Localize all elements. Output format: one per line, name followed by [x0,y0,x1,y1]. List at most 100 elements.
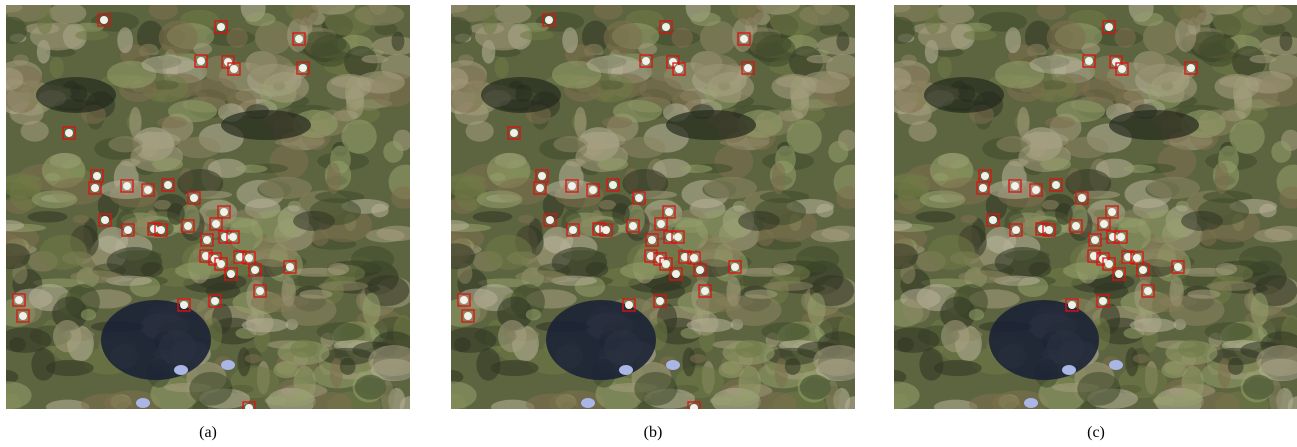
flower-head [674,233,682,241]
vegetation [327,163,341,195]
vegetation [941,320,970,352]
vegetation [807,55,833,63]
flower-head [568,182,576,190]
vegetation [293,211,335,231]
flower-head [1012,226,1020,234]
vegetation [341,119,376,153]
vegetation [1005,27,1021,53]
vegetation [963,30,997,40]
flower-head [979,184,987,192]
flower-head [227,270,235,278]
vegetation [28,211,68,222]
vegetation [562,250,607,260]
vegetation [1169,294,1224,326]
flower-head [1118,65,1126,73]
vegetation [916,211,956,222]
flower-head [91,184,99,192]
vegetation [773,263,794,275]
flower-head [744,64,752,72]
flower-head [510,129,518,137]
flower-head [662,23,670,31]
vegetation [235,165,267,173]
vegetation [1215,163,1229,195]
flower-head [157,226,165,234]
flower [1024,398,1038,408]
vegetation [226,27,247,48]
flower-head [1045,226,1053,234]
vegetation [1243,375,1274,400]
vegetation [785,358,801,375]
vegetation [495,57,509,78]
vegetation [690,354,707,363]
vegetation [1253,229,1292,243]
flower-head [1091,236,1099,244]
flower-head [672,270,680,278]
flower-head [15,296,23,304]
vegetation [1250,293,1268,326]
flower-head [696,266,704,274]
flower-head [1115,270,1123,278]
vegetation [1271,141,1291,163]
flower-head [1139,266,1147,274]
vegetation [1083,77,1126,102]
flower-head [212,220,220,228]
vegetation [269,144,308,179]
vegetation [485,235,532,270]
vegetation [837,31,850,51]
vegetation [53,320,82,352]
flower-head [538,172,546,180]
flower-head [190,194,198,202]
vegetation [938,57,952,78]
flower-head [589,186,597,194]
vegetation [1216,263,1237,275]
flower-head [701,287,709,295]
vegetation [562,27,578,53]
flower-head [197,57,205,65]
vegetation [328,263,349,275]
flower-head [989,216,997,224]
flower-head [635,194,643,202]
vegetation [1133,12,1163,26]
vegetation [961,215,977,224]
flower-head [123,182,131,190]
vegetation [919,348,943,381]
flower-head [1085,57,1093,65]
flower-head [675,65,683,73]
vegetation [520,30,554,40]
vegetation [245,12,275,26]
flower-head [1187,64,1195,72]
flower-head [602,226,610,234]
figure: (a) (b) (c) (() => { const data = JSON.p… [0,0,1297,447]
flower-head [184,222,192,230]
vegetation [1005,250,1050,260]
shadow [36,77,116,113]
vegetation [70,270,122,283]
flower [174,365,188,375]
flower-head [545,16,553,24]
vegetation [714,144,753,179]
flower-head [211,297,219,305]
flower-head [1144,287,1152,295]
flower-head [217,260,225,268]
flower-head [230,65,238,73]
flower-head [1052,181,1060,189]
vegetation [586,55,640,74]
vegetation [1147,177,1200,199]
vegetation [129,107,141,138]
vegetation [634,372,677,406]
flower [666,360,680,370]
vegetation [1081,43,1100,55]
vegetation [726,294,781,326]
vegetation [37,7,52,34]
vegetation [1017,107,1029,138]
vegetation [40,235,87,270]
vegetation [327,74,372,100]
flower-head [460,296,468,304]
vegetation [738,211,780,231]
vegetation [245,354,262,363]
vegetation [744,289,777,298]
flower-head [1117,233,1125,241]
vegetation [1047,20,1086,55]
vegetation [1133,354,1150,363]
shadow [481,77,561,113]
